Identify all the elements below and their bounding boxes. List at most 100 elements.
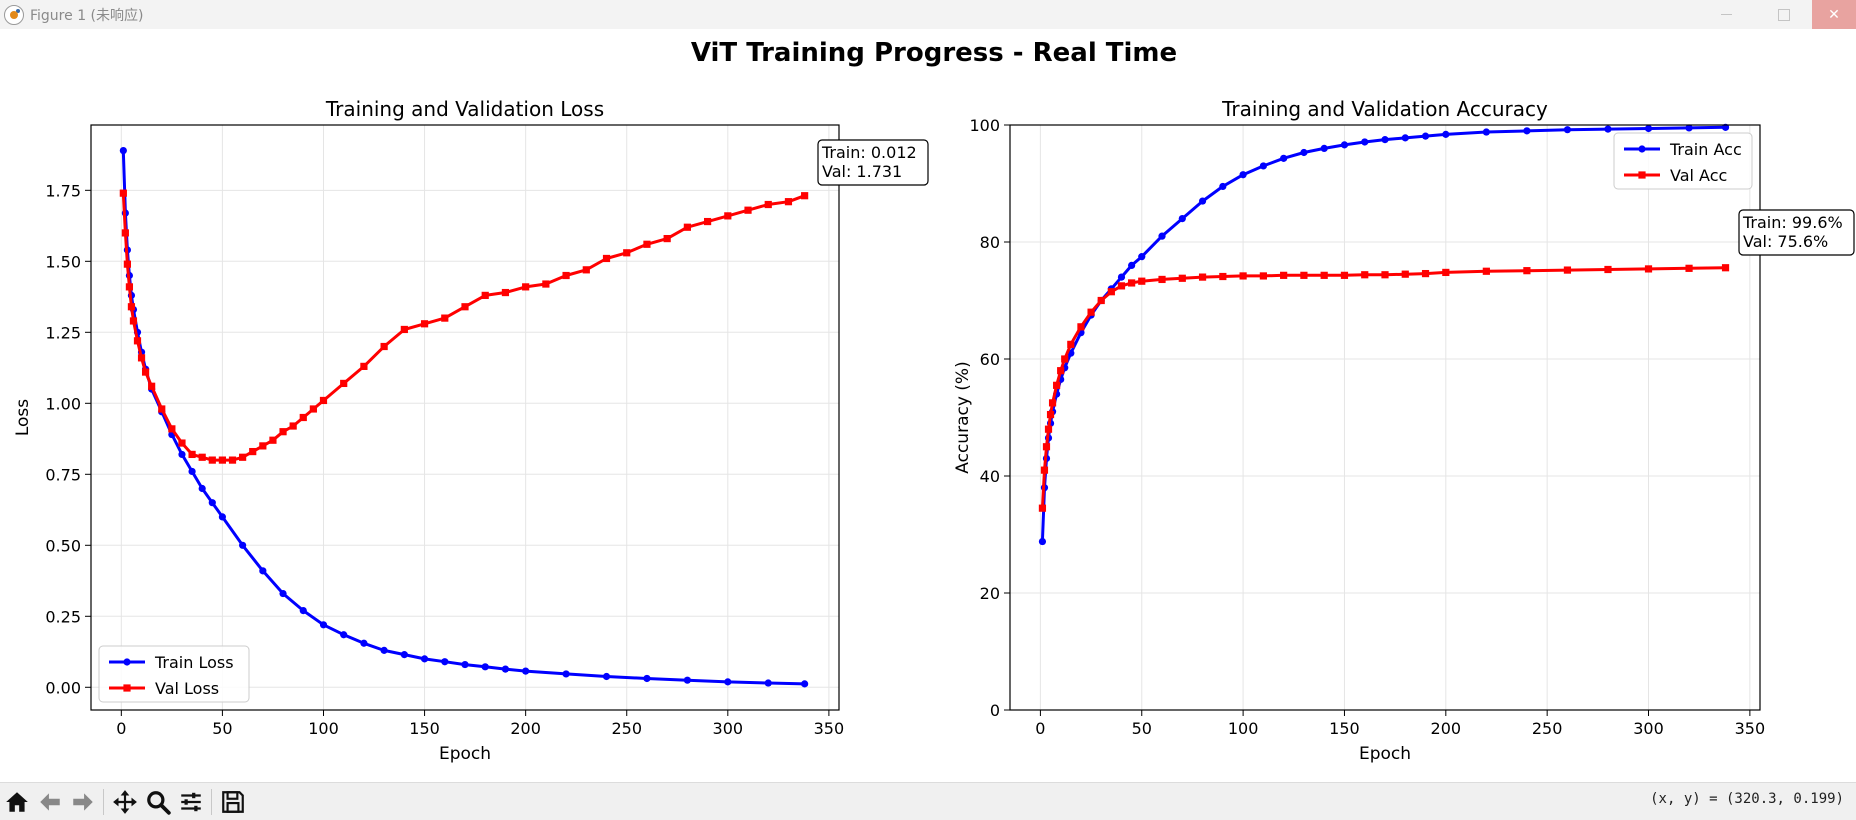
data-point <box>1117 273 1126 281</box>
data-point <box>1300 271 1308 279</box>
data-point <box>1239 171 1247 179</box>
data-point <box>360 362 368 370</box>
home-icon <box>5 791 28 812</box>
data-point <box>1320 271 1328 279</box>
data-point <box>1523 267 1531 275</box>
window-controls: ✕ <box>1698 0 1856 29</box>
annotation-line: Val: 75.6% <box>1743 232 1828 251</box>
axes-frame <box>90 124 840 711</box>
data-point <box>1320 144 1328 152</box>
data-point <box>1442 130 1450 138</box>
data-point <box>623 249 631 257</box>
configure-icon <box>180 792 201 811</box>
data-point <box>1421 132 1430 140</box>
data-point <box>724 678 732 686</box>
data-point <box>148 382 156 390</box>
legend-label: Val Loss <box>155 679 219 698</box>
legend: Train Acc Val Acc <box>1613 132 1753 190</box>
forward-button[interactable] <box>66 786 99 818</box>
data-point <box>562 670 570 678</box>
value-annotation: Train: 99.6%Val: 75.6% <box>1738 209 1855 256</box>
data-point <box>198 453 206 461</box>
data-point <box>1178 215 1186 223</box>
back-button[interactable] <box>33 786 66 818</box>
data-point <box>582 266 590 274</box>
data-point <box>178 439 186 447</box>
window-title: Figure 1 (未响应) <box>30 7 144 24</box>
data-point <box>764 679 772 687</box>
data-point <box>1721 264 1730 272</box>
minimize-icon <box>1721 14 1732 15</box>
series-train-loss <box>119 146 809 688</box>
close-button[interactable]: ✕ <box>1812 0 1856 29</box>
data-point <box>1381 271 1389 279</box>
legend-label: Train Loss <box>154 653 234 672</box>
data-point <box>400 325 408 334</box>
y-tick-label: 60 <box>980 350 1000 369</box>
data-point <box>1057 367 1065 375</box>
y-axis-label: Accuracy (%) <box>953 361 973 473</box>
zoom-button[interactable] <box>141 786 174 818</box>
y-tick-label: 1.00 <box>45 394 81 413</box>
data-point <box>1280 271 1288 279</box>
data-point <box>1644 265 1653 273</box>
data-point <box>198 484 206 493</box>
minimize-button[interactable] <box>1698 0 1755 29</box>
legend-marker <box>1638 171 1646 179</box>
maximize-button[interactable] <box>1755 0 1812 29</box>
figure-canvas[interactable]: ViT Training Progress - Real Time 0 50 100… <box>0 29 1856 782</box>
data-point <box>239 453 247 461</box>
series-val-loss <box>119 189 809 464</box>
data-point <box>340 379 348 388</box>
annotation-line: Train: 99.6% <box>1742 213 1843 232</box>
data-point <box>1097 296 1105 305</box>
data-point <box>441 658 449 666</box>
x-tick-label: 350 <box>1735 719 1766 738</box>
pan-icon <box>112 789 137 814</box>
x-tick-label: 300 <box>713 719 744 738</box>
data-point <box>1259 162 1267 170</box>
data-point <box>461 660 469 669</box>
y-tick-label: 1.75 <box>45 181 81 200</box>
data-point <box>1604 125 1612 133</box>
configure-subplots-button[interactable] <box>174 786 207 818</box>
figure-svg: ViT Training Progress - Real Time 0 50 100… <box>13 38 1855 764</box>
home-button[interactable] <box>0 786 33 818</box>
legend-label: Val Acc <box>1670 166 1727 185</box>
axes-frame <box>1009 124 1761 711</box>
data-point <box>420 320 429 328</box>
data-point <box>168 425 176 433</box>
data-point <box>481 291 489 299</box>
x-tick-label: 250 <box>1532 719 1563 738</box>
data-point <box>1198 273 1207 281</box>
data-point <box>208 499 216 507</box>
data-point <box>249 447 257 456</box>
data-point <box>1421 269 1430 278</box>
toolbar-separator <box>211 788 212 815</box>
data-point <box>158 405 166 413</box>
data-point <box>1053 381 1061 389</box>
data-point <box>1604 265 1612 274</box>
data-point <box>279 428 287 436</box>
data-point <box>1442 268 1450 277</box>
annotation-box <box>817 139 929 186</box>
data-point <box>1401 270 1409 278</box>
loss-chart: 0 50 100 150 200 250 300 350 0.00 0.25 0.50 0.75 1.0… <box>13 97 929 764</box>
y-tick-label: 0.00 <box>45 678 81 697</box>
pan-button[interactable] <box>108 786 141 818</box>
data-point <box>764 200 772 209</box>
data-point <box>784 198 793 206</box>
legend-marker <box>123 684 131 692</box>
data-point <box>1198 197 1207 205</box>
toolbar-separator <box>103 788 104 815</box>
x-tick-label: 350 <box>814 719 845 738</box>
x-tick-label: 200 <box>1431 719 1462 738</box>
data-point <box>420 655 429 663</box>
x-tick-label: 150 <box>1329 719 1360 738</box>
y-tick-label: 0 <box>990 701 1000 720</box>
window-titlebar: Figure 1 (未响应) ✕ <box>0 0 1856 30</box>
x-tick-label: 100 <box>308 719 339 738</box>
y-tick-label: 1.25 <box>45 323 81 342</box>
save-button[interactable] <box>216 786 249 818</box>
